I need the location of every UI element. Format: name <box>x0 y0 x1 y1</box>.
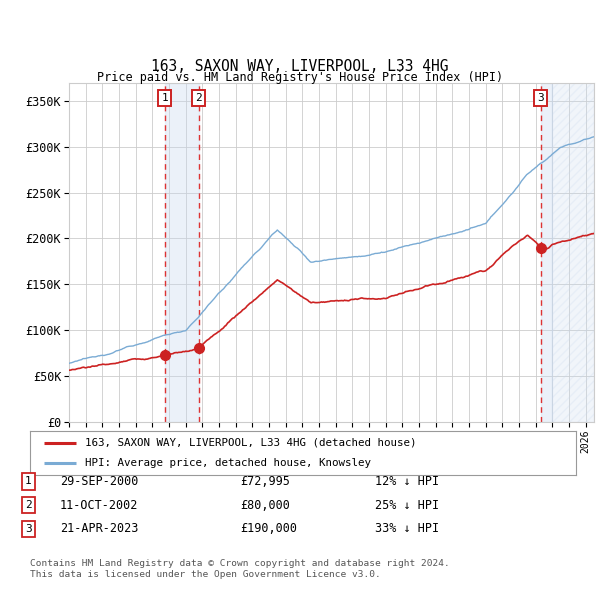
Text: 163, SAXON WAY, LIVERPOOL, L33 4HG: 163, SAXON WAY, LIVERPOOL, L33 4HG <box>151 59 449 74</box>
Text: 25% ↓ HPI: 25% ↓ HPI <box>375 499 439 512</box>
Text: 1: 1 <box>161 93 168 103</box>
Text: Price paid vs. HM Land Registry's House Price Index (HPI): Price paid vs. HM Land Registry's House … <box>97 71 503 84</box>
Text: 29-SEP-2000: 29-SEP-2000 <box>60 475 139 488</box>
Text: 33% ↓ HPI: 33% ↓ HPI <box>375 522 439 535</box>
Bar <box>541 83 553 422</box>
Text: HPI: Average price, detached house, Knowsley: HPI: Average price, detached house, Know… <box>85 458 371 468</box>
Text: £80,000: £80,000 <box>240 499 290 512</box>
Text: 2: 2 <box>25 500 32 510</box>
Text: 163, SAXON WAY, LIVERPOOL, L33 4HG (detached house): 163, SAXON WAY, LIVERPOOL, L33 4HG (deta… <box>85 438 416 448</box>
Text: 12% ↓ HPI: 12% ↓ HPI <box>375 475 439 488</box>
Text: 1: 1 <box>25 477 32 486</box>
Text: £190,000: £190,000 <box>240 522 297 535</box>
Bar <box>165 83 199 422</box>
Text: £72,995: £72,995 <box>240 475 290 488</box>
Text: 3: 3 <box>25 524 32 533</box>
Text: 21-APR-2023: 21-APR-2023 <box>60 522 139 535</box>
Text: Contains HM Land Registry data © Crown copyright and database right 2024.
This d: Contains HM Land Registry data © Crown c… <box>30 559 450 579</box>
Bar <box>553 83 594 422</box>
Text: 3: 3 <box>537 93 544 103</box>
Text: 2: 2 <box>195 93 202 103</box>
Text: 11-OCT-2002: 11-OCT-2002 <box>60 499 139 512</box>
